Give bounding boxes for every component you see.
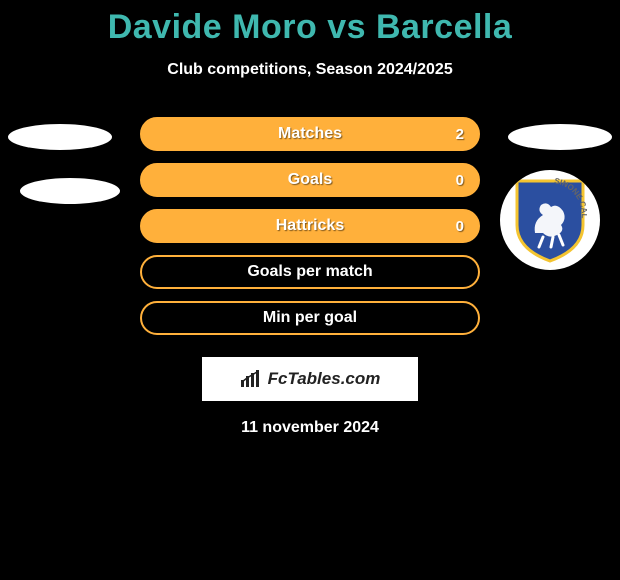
- stat-label: Hattricks: [276, 217, 344, 235]
- stat-label: Matches: [278, 125, 342, 143]
- page-subtitle: Club competitions, Season 2024/2025: [0, 61, 620, 79]
- stat-row-matches: Matches 2: [140, 117, 480, 151]
- page-title: Davide Moro vs Barcella: [0, 0, 620, 47]
- stat-label: Goals: [288, 171, 332, 189]
- club-badge: SINONE CAL: [500, 170, 600, 270]
- stat-value-right: 0: [456, 172, 464, 189]
- stat-row-goals-per-match: Goals per match: [140, 255, 480, 289]
- footer-date: 11 november 2024: [0, 419, 620, 437]
- shield-icon: SINONE CAL: [513, 177, 587, 263]
- stat-row-goals: Goals 0: [140, 163, 480, 197]
- stat-value-right: 2: [456, 126, 464, 143]
- decor-ellipse-left-1: [8, 124, 112, 150]
- decor-ellipse-right: [508, 124, 612, 150]
- bars-icon: [240, 370, 262, 388]
- stat-label: Min per goal: [263, 309, 357, 327]
- brand-box: FcTables.com: [202, 357, 418, 401]
- stat-row-hattricks: Hattricks 0: [140, 209, 480, 243]
- brand-text: FcTables.com: [268, 369, 381, 389]
- stat-row-min-per-goal: Min per goal: [140, 301, 480, 335]
- decor-ellipse-left-2: [20, 178, 120, 204]
- stat-label: Goals per match: [247, 263, 372, 281]
- stat-value-right: 0: [456, 218, 464, 235]
